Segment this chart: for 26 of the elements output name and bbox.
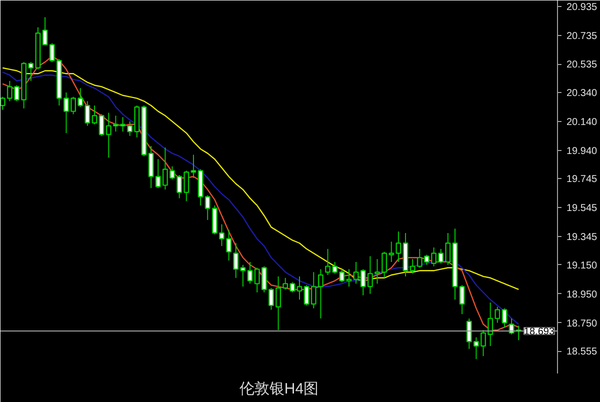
- candlestick: [502, 308, 508, 328]
- y-tick-label: 18.750: [566, 318, 598, 330]
- candlestick: [346, 268, 352, 288]
- y-tick-label: 20.140: [566, 116, 598, 128]
- candlestick: [296, 276, 302, 300]
- line-series: [2, 67, 520, 290]
- candlestick: [49, 42, 55, 63]
- y-tick-label: 19.940: [566, 146, 598, 157]
- y-tick-label: 20.535: [566, 60, 598, 71]
- candlestick: [466, 318, 472, 350]
- y-tick-label: 20.735: [566, 30, 598, 42]
- candlestick: [459, 284, 465, 315]
- y-tick-label: 19.345: [566, 232, 598, 244]
- ref-line-label: 18.693: [524, 326, 555, 338]
- y-tick-label: 20.340: [566, 88, 598, 99]
- y-tick-label: 18.555: [566, 346, 598, 358]
- y-tick-label: 20.935: [566, 2, 598, 13]
- y-tick-label: 18.950: [566, 289, 598, 300]
- candlestick: [42, 16, 48, 46]
- text: 伦敦银H4图: [239, 380, 319, 398]
- candlestick: [190, 154, 196, 178]
- y-tick-label: 19.545: [566, 203, 598, 214]
- y-tick-label: 19.150: [566, 260, 598, 272]
- y-tick-label: 19.745: [566, 174, 598, 186]
- candlestick: [92, 105, 98, 125]
- candlestick: [247, 261, 253, 284]
